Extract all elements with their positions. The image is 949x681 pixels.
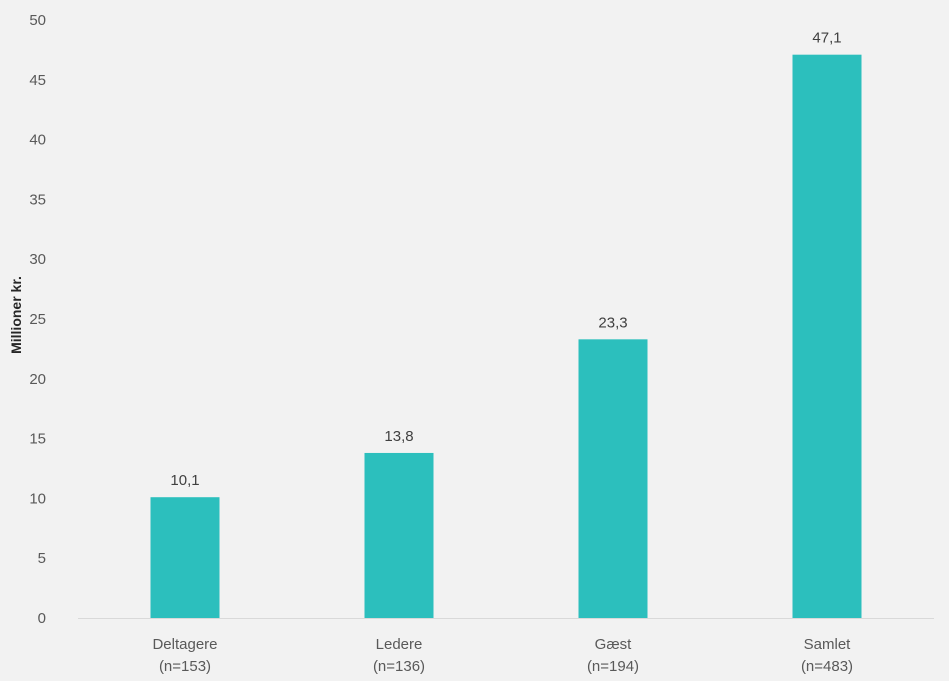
y-tick-label: 35 xyxy=(29,191,46,208)
x-category-sublabel: (n=483) xyxy=(801,658,853,675)
y-tick-label: 40 xyxy=(29,132,46,149)
y-tick-label: 45 xyxy=(29,72,46,89)
bar xyxy=(792,54,862,618)
x-category-label: Deltagere xyxy=(152,636,217,653)
x-category-sublabel: (n=153) xyxy=(159,658,211,675)
y-tick-label: 50 xyxy=(29,12,46,29)
y-tick-label: 30 xyxy=(29,251,46,268)
bar xyxy=(150,497,220,618)
y-axis-label: Millioner kr. xyxy=(8,276,24,354)
bars: 10,1 13,8 23,3 47,1 xyxy=(150,30,862,618)
x-category-sublabel: (n=194) xyxy=(587,658,639,675)
x-category-sublabel: (n=136) xyxy=(373,658,425,675)
data-label: 13,8 xyxy=(384,428,413,445)
y-tick-label: 0 xyxy=(38,610,46,627)
x-axis-categories: Deltagere (n=153) Ledere (n=136) Gæst (n=194)… xyxy=(152,636,853,675)
bar xyxy=(578,339,648,618)
x-category-label: Gæst xyxy=(595,636,633,653)
y-tick-label: 15 xyxy=(29,431,46,448)
data-label: 47,1 xyxy=(812,30,841,47)
y-axis-ticks: 0 5 10 15 20 25 30 35 40 45 50 xyxy=(29,12,46,627)
data-label: 10,1 xyxy=(170,472,199,489)
x-category-label: Ledere xyxy=(376,636,423,653)
y-tick-label: 10 xyxy=(29,490,46,507)
x-category-label: Samlet xyxy=(804,636,852,653)
y-tick-label: 20 xyxy=(29,371,46,388)
y-tick-label: 25 xyxy=(29,311,46,328)
data-label: 23,3 xyxy=(598,314,627,331)
y-tick-label: 5 xyxy=(38,550,46,567)
bar xyxy=(364,452,434,618)
